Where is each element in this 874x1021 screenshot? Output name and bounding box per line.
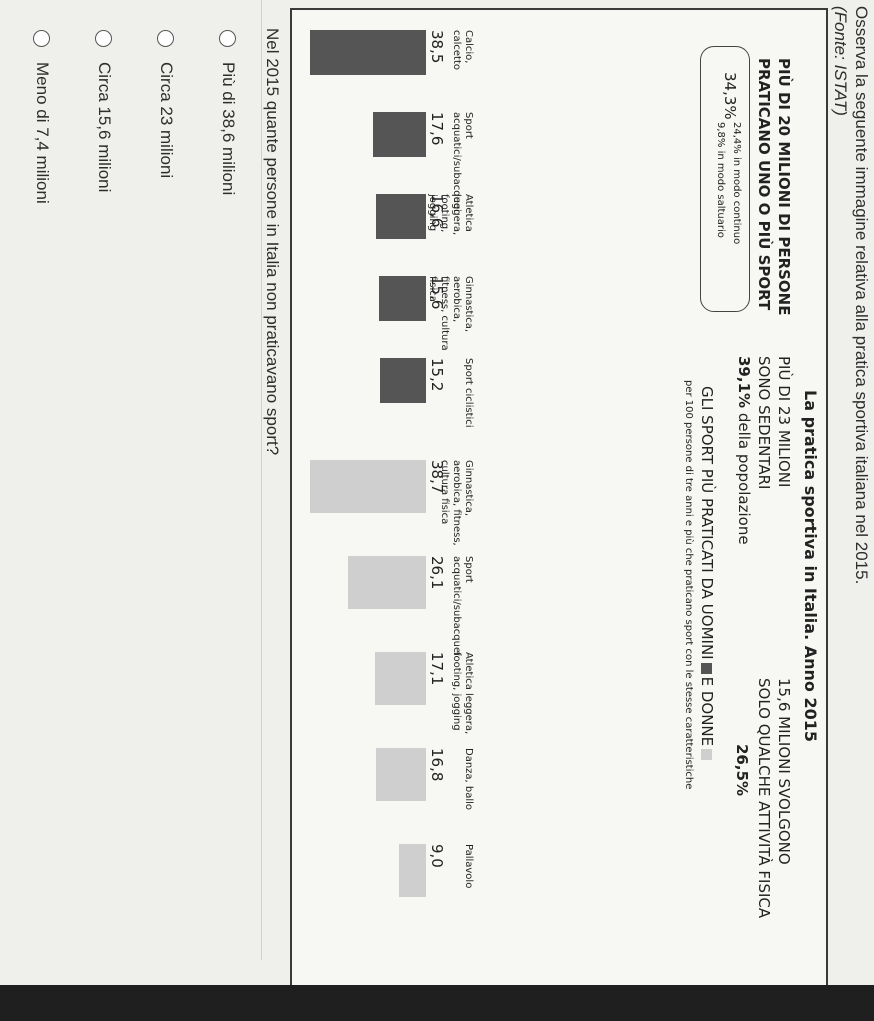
men-bar: [310, 30, 426, 75]
men-category-label: Sport ciclistici: [463, 358, 474, 428]
headline-sport-practitioners: PIÙ DI 20 MILIONI DI PERSONE PRATICANO U…: [755, 58, 793, 316]
women-category-label: Atletica leggera, footing, jogging: [451, 652, 474, 735]
intro-text: Osserva la seguente immagine relativa al…: [831, 6, 871, 585]
women-category-label: Sport acquatici/subacquei: [451, 556, 474, 656]
men-value-label: 16,6: [428, 194, 446, 228]
divider: [261, 0, 262, 960]
women-value-label: 9,0: [428, 844, 446, 868]
men-bar: [376, 194, 426, 239]
men-value-label: 15,2: [428, 358, 446, 392]
men-bar: [373, 112, 426, 157]
option-label[interactable]: Circa 23 milioni: [157, 62, 176, 179]
men-legend-swatch: [701, 662, 712, 674]
infographic: La pratica sportiva in Italia. Anno 2015…: [290, 8, 828, 987]
men-value-label: 38,5: [428, 30, 446, 64]
women-value-label: 26,1: [428, 556, 446, 590]
women-bar: [399, 844, 426, 897]
men-category-label: Sport acquatici/subacquei: [451, 112, 474, 212]
infographic-title: La pratica sportiva in Italia. Anno 2015: [801, 390, 820, 742]
men-category-label: Calcio, calcetto: [451, 30, 474, 71]
women-value-label: 38,7: [428, 460, 446, 494]
men-bar: [380, 358, 426, 403]
women-value-label: 16,8: [428, 748, 446, 782]
women-category-label: Danza, ballo: [463, 748, 474, 811]
option-label[interactable]: Più di 38,6 milioni: [219, 62, 238, 196]
men-bar: [379, 276, 426, 321]
screen-edge: [0, 985, 874, 1021]
men-value-label: 15,6: [428, 276, 446, 310]
section-title: GLI SPORT PIÙ PRATICATI DA UOMINIE DONNE: [698, 386, 716, 763]
pill-percent: 34,3%: [721, 72, 739, 120]
option-radio[interactable]: [95, 30, 112, 47]
women-bar: [376, 748, 426, 801]
pill-continuous: 24,4% in modo continuo: [731, 122, 742, 245]
headline-sedentary: PIÙ DI 23 MILIONI SONO SEDENTARI 39,1% d…: [735, 356, 793, 545]
women-value-label: 17,1: [428, 652, 446, 686]
option-label[interactable]: Meno di 7,4 milioni: [33, 62, 52, 204]
men-value-label: 17,6: [428, 112, 446, 146]
option-radio[interactable]: [157, 30, 174, 47]
option-label[interactable]: Circa 15,6 milioni: [95, 62, 114, 193]
women-legend-swatch: [701, 749, 712, 761]
section-subtitle: per 100 persone di tre anni e più che pr…: [683, 380, 694, 790]
option-radio[interactable]: [33, 30, 50, 47]
option-radio[interactable]: [219, 30, 236, 47]
women-bar: [310, 460, 426, 513]
women-bar: [348, 556, 426, 609]
women-bar: [375, 652, 426, 705]
sedentary-percent: 39,1%: [735, 356, 753, 409]
headline-physical-activity: 15,6 MILIONI SVOLGONO SOLO QUALCHE ATTIV…: [755, 678, 793, 919]
physical-activity-percent: 26,5%: [733, 744, 751, 797]
question-text: Nel 2015 quante persone in Italia non pr…: [263, 28, 282, 456]
women-category-label: Pallavolo: [463, 844, 474, 889]
pill-occasional: 9,8% in modo saltuario: [715, 122, 726, 238]
